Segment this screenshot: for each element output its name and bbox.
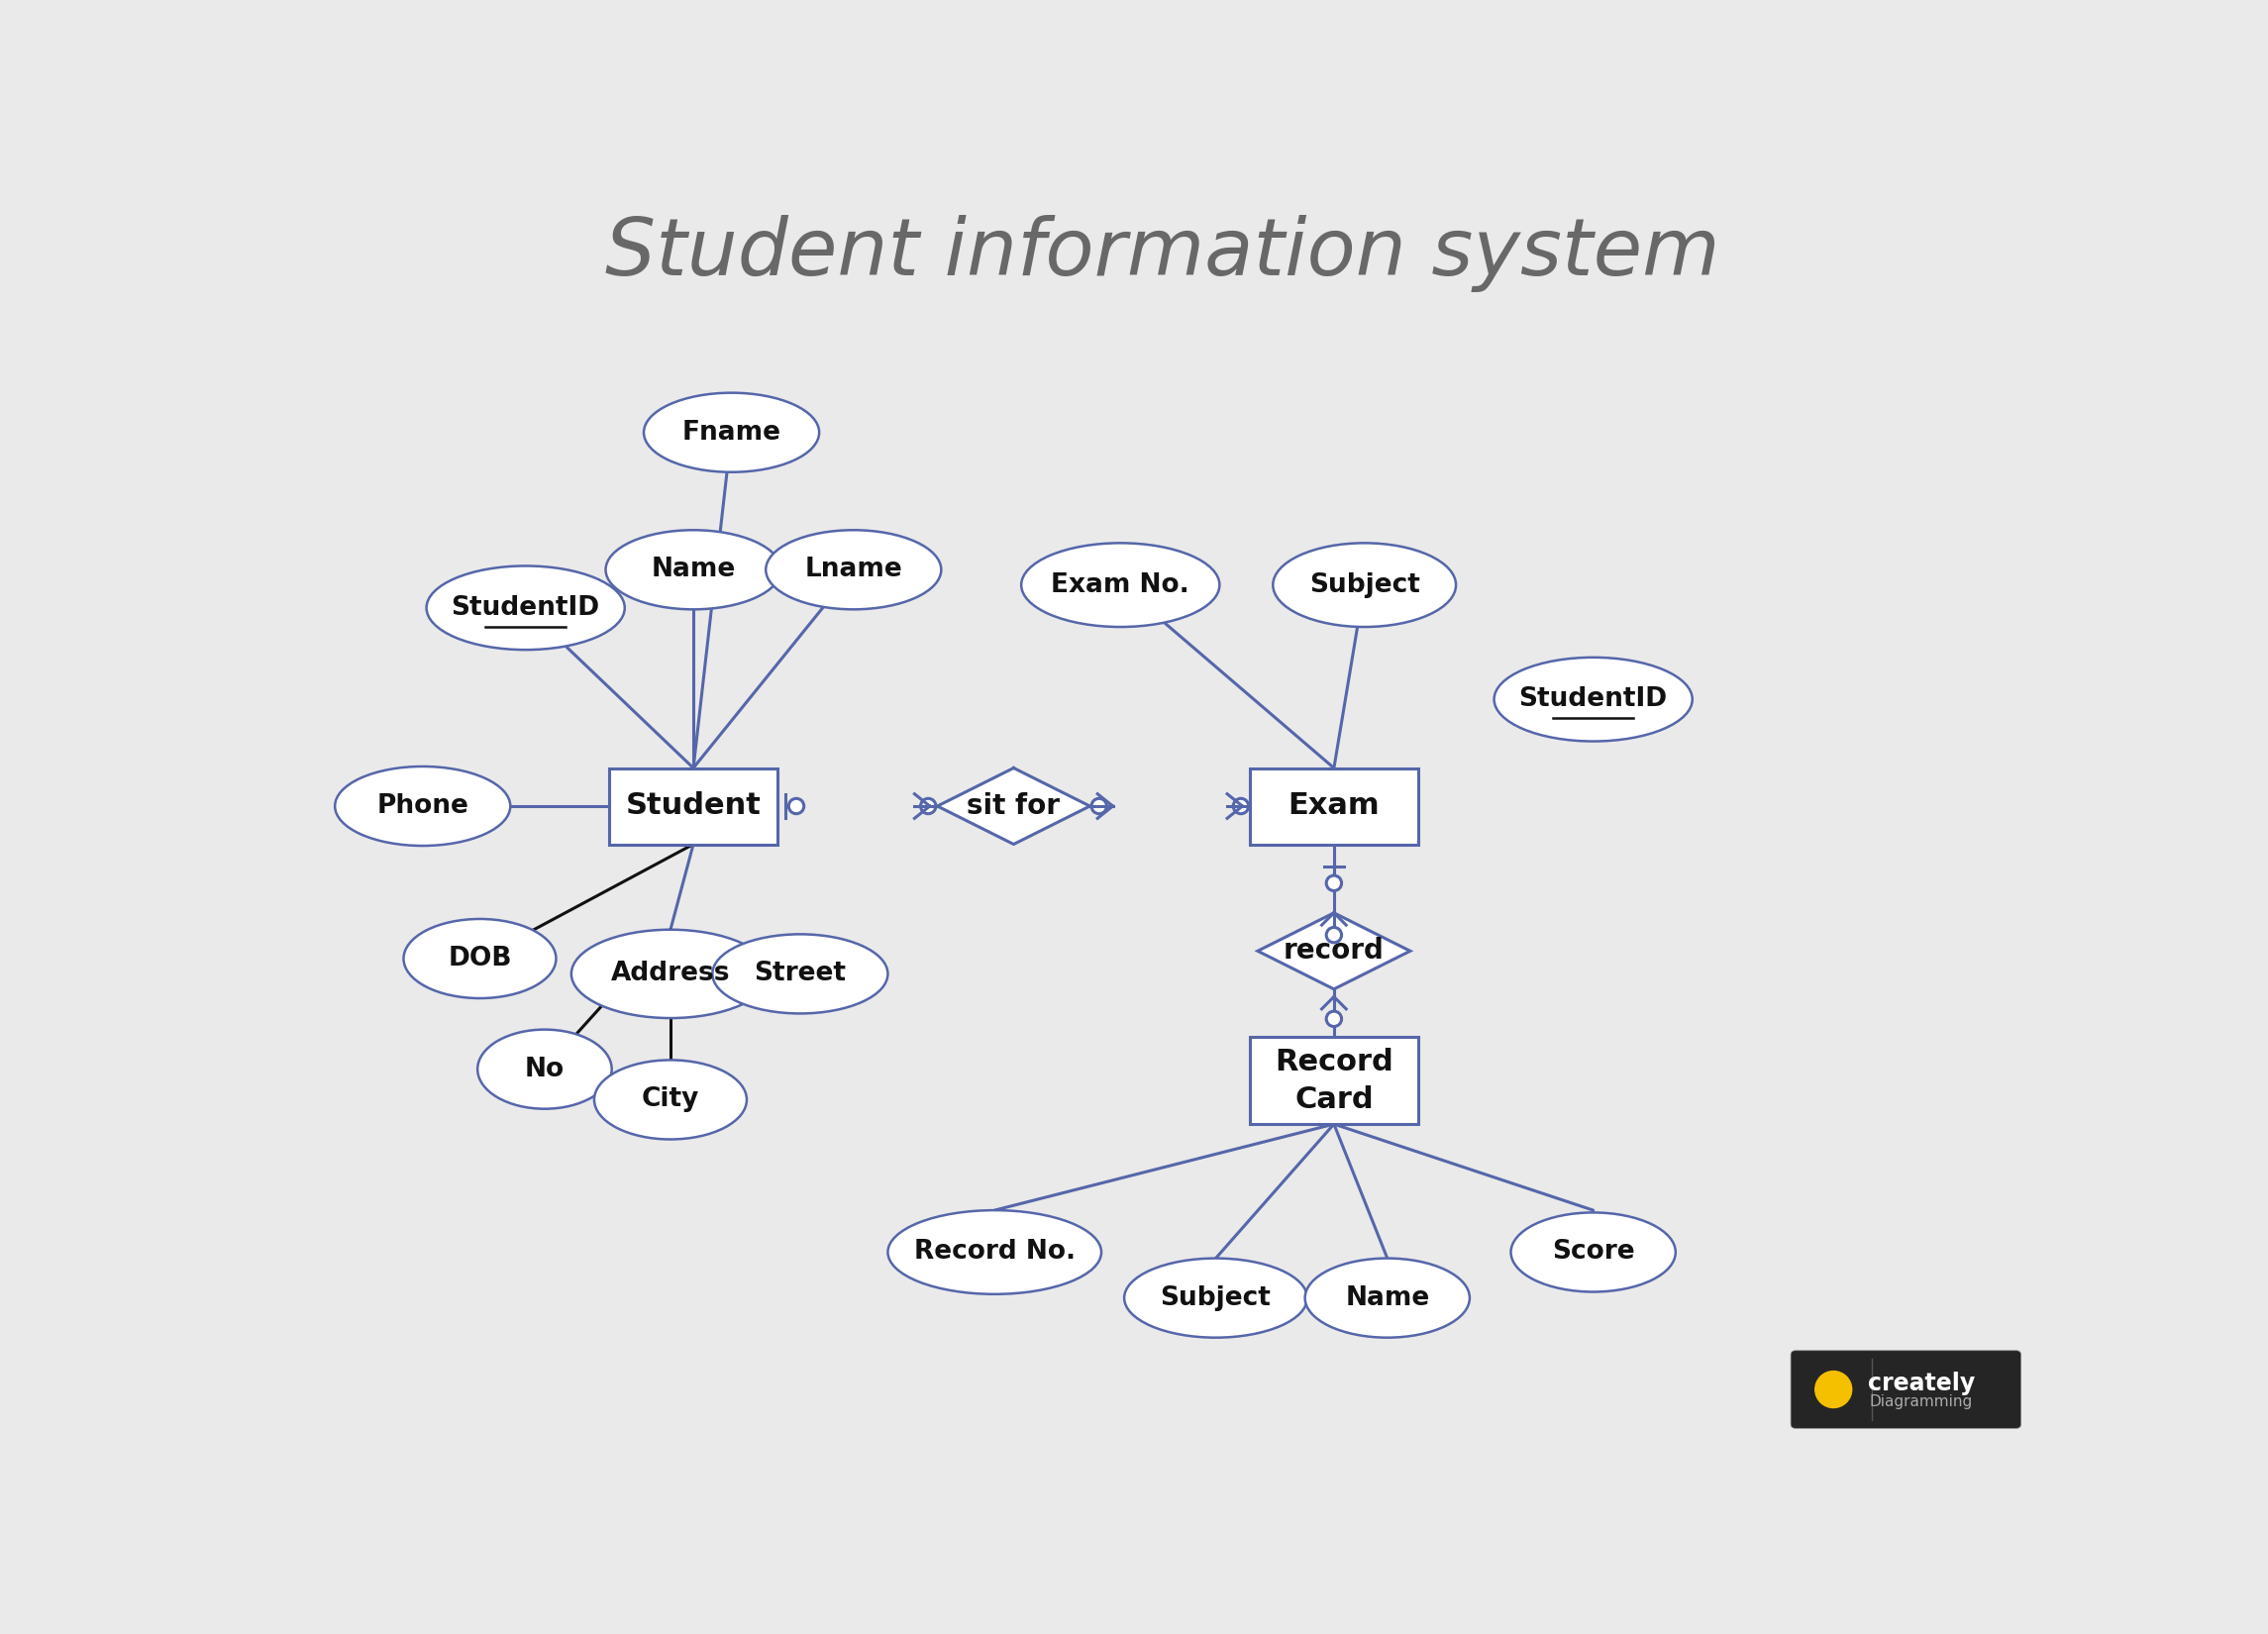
Circle shape bbox=[1234, 799, 1247, 814]
Ellipse shape bbox=[1495, 657, 1692, 742]
Text: Student: Student bbox=[626, 792, 762, 820]
Text: Student information system: Student information system bbox=[606, 214, 1719, 292]
Ellipse shape bbox=[1125, 1258, 1306, 1338]
Bar bbox=[1250, 768, 1418, 845]
Ellipse shape bbox=[1272, 542, 1456, 627]
Circle shape bbox=[789, 799, 803, 814]
Text: Street: Street bbox=[753, 961, 846, 987]
Text: Exam: Exam bbox=[1288, 792, 1379, 820]
Text: creately: creately bbox=[1867, 1371, 1975, 1395]
Ellipse shape bbox=[336, 766, 510, 846]
Text: Address: Address bbox=[610, 961, 730, 987]
Text: sit for: sit for bbox=[966, 792, 1059, 820]
Circle shape bbox=[1814, 1371, 1851, 1409]
Text: DOB: DOB bbox=[447, 946, 513, 972]
Circle shape bbox=[921, 799, 937, 814]
Ellipse shape bbox=[426, 565, 624, 650]
Ellipse shape bbox=[594, 1060, 746, 1139]
Ellipse shape bbox=[606, 529, 780, 609]
Ellipse shape bbox=[1510, 1212, 1676, 1292]
Polygon shape bbox=[1259, 913, 1411, 989]
Circle shape bbox=[1327, 928, 1343, 943]
Polygon shape bbox=[937, 768, 1091, 845]
Ellipse shape bbox=[404, 918, 556, 998]
Text: Score: Score bbox=[1551, 1239, 1635, 1265]
Ellipse shape bbox=[644, 392, 819, 472]
Ellipse shape bbox=[1304, 1258, 1470, 1338]
Text: City: City bbox=[642, 1087, 699, 1113]
Text: Name: Name bbox=[1345, 1284, 1429, 1310]
Ellipse shape bbox=[887, 1211, 1102, 1294]
Text: Lname: Lname bbox=[805, 557, 903, 583]
Text: StudentID: StudentID bbox=[1520, 686, 1667, 712]
Text: Subject: Subject bbox=[1161, 1284, 1270, 1310]
Ellipse shape bbox=[572, 930, 769, 1018]
Circle shape bbox=[1091, 799, 1107, 814]
Text: Diagramming: Diagramming bbox=[1869, 1394, 1973, 1409]
Ellipse shape bbox=[479, 1029, 612, 1109]
Bar bbox=[610, 768, 778, 845]
Ellipse shape bbox=[767, 529, 941, 609]
Text: Name: Name bbox=[651, 557, 735, 583]
Text: Record No.: Record No. bbox=[914, 1239, 1075, 1265]
Ellipse shape bbox=[712, 935, 887, 1013]
Bar bbox=[1250, 1038, 1418, 1124]
Text: StudentID: StudentID bbox=[451, 595, 601, 621]
Circle shape bbox=[1327, 1011, 1343, 1026]
Text: No: No bbox=[524, 1056, 565, 1082]
Text: Fname: Fname bbox=[683, 420, 780, 446]
Circle shape bbox=[1327, 876, 1343, 891]
Text: Record
Card: Record Card bbox=[1275, 1047, 1393, 1114]
Text: Phone: Phone bbox=[376, 792, 469, 819]
FancyBboxPatch shape bbox=[1792, 1351, 2021, 1428]
Text: Subject: Subject bbox=[1309, 572, 1420, 598]
Ellipse shape bbox=[1021, 542, 1220, 627]
Text: Exam No.: Exam No. bbox=[1050, 572, 1191, 598]
Text: record: record bbox=[1284, 938, 1383, 964]
